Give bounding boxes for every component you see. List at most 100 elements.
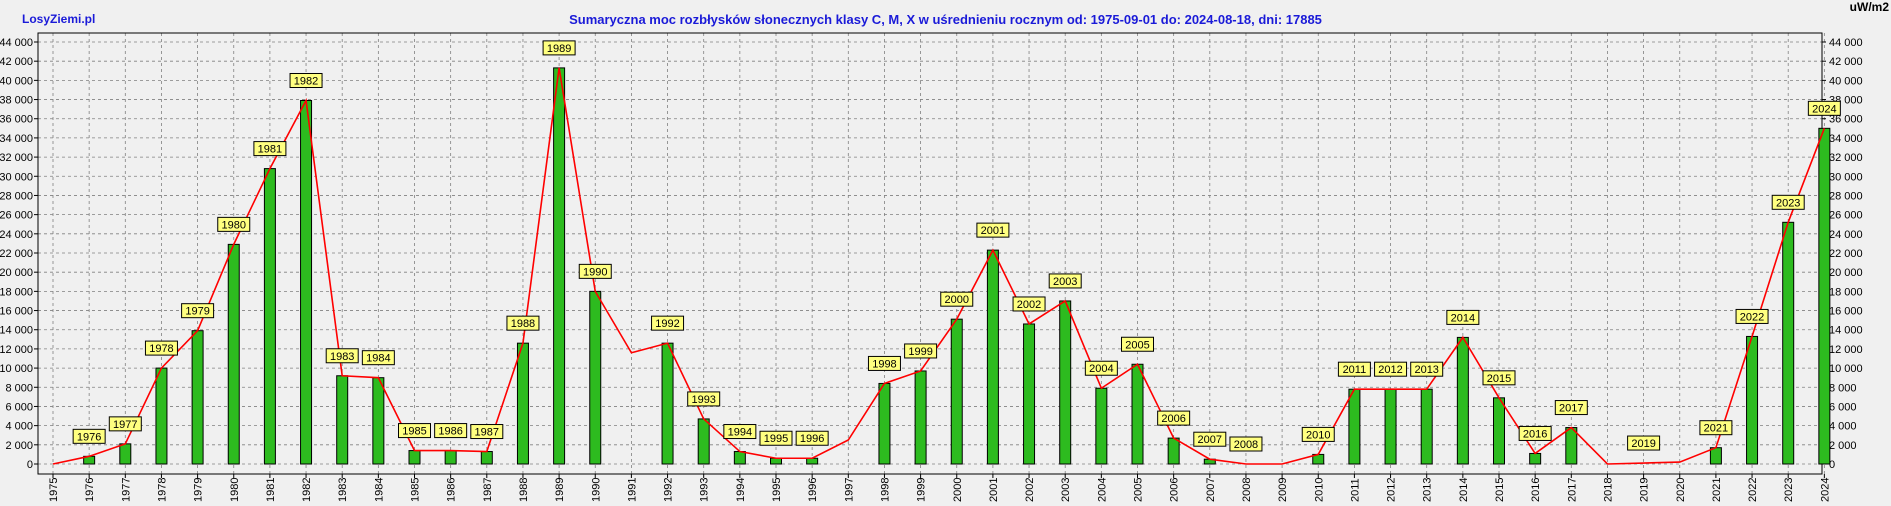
x-tick-label: 2020 (1675, 478, 1687, 502)
y-tick-label-left: 28 000 (0, 190, 33, 202)
bar-1999 (914, 370, 927, 465)
y-tick-label-right: 4 000 (1829, 421, 1857, 433)
data-label-text: 2015 (1487, 373, 1511, 385)
data-label-text: 2023 (1776, 197, 1800, 209)
bar-2013 (1420, 388, 1433, 465)
data-label-box (1229, 436, 1263, 452)
bar-1995 (770, 457, 782, 465)
data-label-text: 2012 (1378, 364, 1402, 376)
y-tick-label-right: 30 000 (1829, 171, 1863, 183)
y-tick-label-right: 8 000 (1829, 382, 1857, 394)
bar-1986 (444, 450, 457, 465)
data-label-text: 1985 (402, 426, 426, 438)
data-label-2008: 2008 (1229, 436, 1263, 452)
data-label-box (687, 391, 721, 407)
data-label-1982: 1982 (289, 73, 323, 89)
data-label-2000: 2000 (940, 291, 974, 307)
x-tick-label: 1987 (482, 478, 494, 502)
data-label-text: 1987 (475, 427, 499, 439)
y-axis-left: 0 2 000 4 000 6 000 8 000 10 000 12 000 14 000 1… (0, 37, 38, 471)
data-label-box (1807, 100, 1841, 116)
data-label-2019: 2019 (1627, 435, 1661, 451)
y-tick-label-right: 14 000 (1829, 325, 1863, 337)
y-tick-label-right: 24 000 (1829, 229, 1863, 241)
data-label-1977: 1977 (108, 416, 142, 432)
data-label-box (904, 343, 938, 359)
data-label-2007: 2007 (1193, 431, 1227, 447)
data-label-box (976, 222, 1010, 238)
chart-title: Sumaryczna moc rozbłysków słonecznych kl… (569, 12, 1322, 27)
x-tick-label: 2010 (1313, 478, 1325, 502)
y-tick-label-left: 20 000 (0, 267, 33, 279)
data-label-text: 1980 (222, 219, 246, 231)
x-tick-label: 2008 (1241, 478, 1253, 502)
bar-1981 (263, 168, 276, 465)
data-label-box (72, 428, 106, 444)
bar-2003 (1059, 300, 1072, 465)
data-label-2012: 2012 (1374, 361, 1408, 377)
data-label-text: 2007 (1198, 434, 1222, 446)
y-tick-label-right: 32 000 (1829, 152, 1863, 164)
data-label-1996: 1996 (795, 430, 829, 446)
bar-2002 (1023, 323, 1036, 465)
data-label-1981: 1981 (253, 141, 287, 157)
x-tick-label: 2000 (952, 478, 964, 502)
data-label-text: 1996 (800, 433, 824, 445)
y-tick-label-right: 6 000 (1829, 401, 1857, 413)
y-tick-label-right: 10 000 (1829, 363, 1863, 375)
data-label-text: 2001 (981, 225, 1005, 237)
data-label-2014: 2014 (1446, 309, 1480, 325)
bar-2023 (1782, 221, 1795, 465)
data-label-1979: 1979 (181, 303, 215, 319)
data-label-2003: 2003 (1048, 273, 1082, 289)
bar-2006 (1167, 437, 1180, 465)
data-label-2023: 2023 (1771, 194, 1805, 210)
y-tick-label-right: 26 000 (1829, 210, 1863, 222)
bar-2001 (986, 249, 999, 465)
unit-label: uW/m2 (1849, 0, 1889, 14)
data-label-text: 2014 (1451, 312, 1475, 324)
data-label-box (1735, 308, 1769, 324)
data-label-box (867, 355, 901, 371)
data-label-text: 1986 (438, 426, 462, 438)
data-label-box (651, 315, 685, 331)
data-label-2006: 2006 (1157, 410, 1191, 426)
data-label-text: 1990 (583, 266, 607, 278)
bar-1992 (661, 342, 674, 465)
y-tick-label-left: 16 000 (0, 306, 33, 318)
y-tick-label-left: 2 000 (5, 440, 33, 452)
x-tick-label: 1995 (771, 478, 783, 502)
x-tick-label: 1976 (84, 478, 96, 502)
bar-2016 (1529, 452, 1542, 465)
x-tick-label: 2015 (1494, 478, 1506, 502)
data-label-text: 1982 (294, 76, 318, 88)
y-tick-label-left: 24 000 (0, 229, 33, 241)
x-tick-label: 1997 (843, 478, 855, 502)
x-tick-label: 1988 (518, 478, 530, 502)
y-tick-label-left: 10 000 (0, 363, 33, 375)
data-label-box (398, 423, 431, 439)
data-label-box (1699, 420, 1733, 436)
y-tick-label-right: 40 000 (1829, 75, 1863, 87)
y-tick-label-left: 18 000 (0, 286, 33, 298)
data-label-box (1193, 431, 1227, 447)
data-label-box (1337, 361, 1371, 377)
data-label-2017: 2017 (1554, 400, 1588, 416)
data-label-1993: 1993 (687, 391, 721, 407)
data-label-box (1084, 360, 1118, 376)
x-tick-label: 1998 (879, 478, 891, 502)
x-tick-label: 2012 (1386, 478, 1398, 502)
bar-2015 (1493, 397, 1505, 465)
data-label-2010: 2010 (1301, 426, 1335, 442)
data-label-2024: 2024 (1807, 100, 1841, 116)
data-label-1999: 1999 (904, 343, 938, 359)
data-label-text: 2016 (1523, 428, 1547, 440)
data-label-box (1446, 309, 1480, 325)
data-label-text: 1999 (908, 346, 932, 358)
bar-2000 (950, 318, 963, 465)
x-tick-label: 1981 (265, 478, 277, 502)
x-tick-label: 2003 (1060, 478, 1072, 502)
x-tick-label: 2018 (1602, 478, 1614, 502)
bar-1998 (878, 382, 891, 465)
data-label-2004: 2004 (1084, 360, 1118, 376)
